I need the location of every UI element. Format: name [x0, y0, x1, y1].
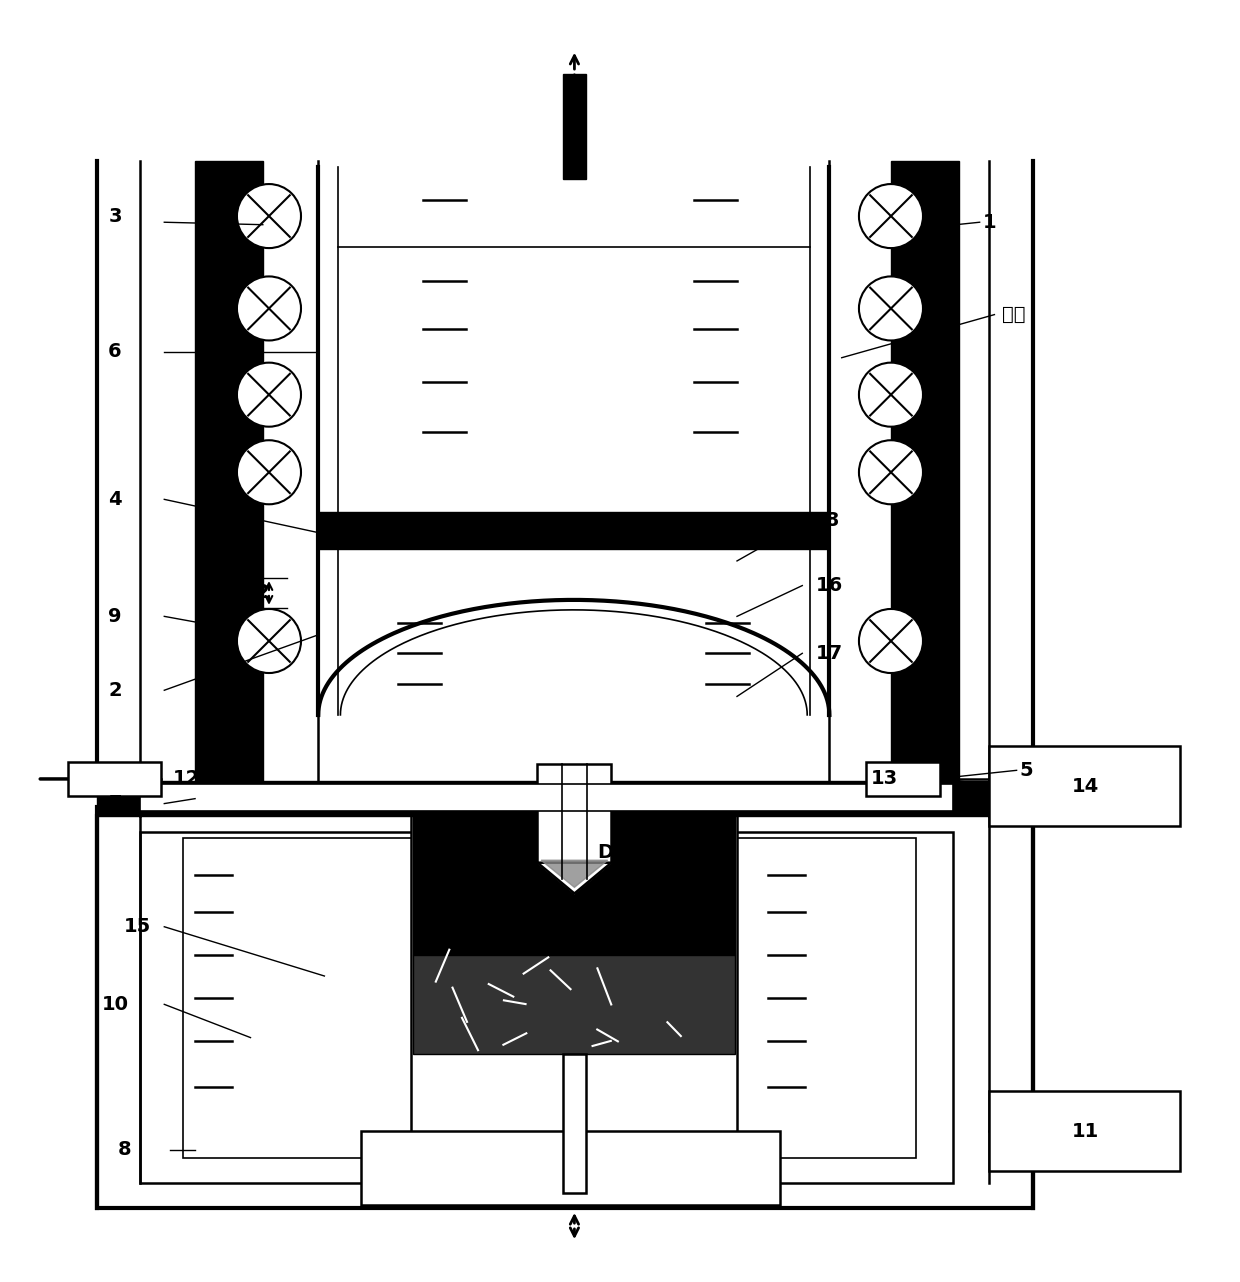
- Bar: [867, 762, 940, 796]
- Text: 7: 7: [108, 794, 122, 813]
- Bar: [319, 512, 830, 549]
- Bar: [361, 1131, 780, 1205]
- Text: 3: 3: [108, 206, 122, 226]
- Circle shape: [237, 363, 301, 427]
- Text: 12: 12: [172, 769, 200, 788]
- Text: 13: 13: [872, 769, 898, 788]
- Bar: [990, 1091, 1180, 1170]
- Text: 9: 9: [108, 606, 122, 626]
- Text: 1: 1: [982, 213, 996, 232]
- Bar: [563, 1054, 585, 1192]
- Text: 11: 11: [1071, 1122, 1099, 1141]
- Text: 2: 2: [108, 681, 122, 700]
- Text: 蚶体: 蚶体: [1002, 305, 1025, 324]
- Circle shape: [237, 185, 301, 249]
- Bar: [319, 167, 830, 715]
- Circle shape: [453, 806, 517, 870]
- Text: 8: 8: [118, 1140, 131, 1159]
- Bar: [413, 814, 734, 955]
- Circle shape: [237, 609, 301, 673]
- Bar: [97, 782, 1033, 815]
- Circle shape: [859, 609, 923, 673]
- Circle shape: [237, 440, 301, 504]
- Text: 18: 18: [813, 510, 841, 529]
- Text: 16: 16: [816, 576, 843, 595]
- Text: 14: 14: [1071, 777, 1099, 796]
- Bar: [892, 160, 959, 782]
- Polygon shape: [541, 860, 608, 887]
- Text: 10: 10: [102, 995, 129, 1014]
- Bar: [140, 832, 952, 1183]
- Circle shape: [859, 185, 923, 249]
- Bar: [140, 783, 952, 812]
- Circle shape: [237, 277, 301, 341]
- Bar: [990, 746, 1180, 826]
- Circle shape: [637, 806, 702, 870]
- Text: D2: D2: [241, 583, 270, 603]
- Text: 15: 15: [124, 917, 151, 936]
- Text: 6: 6: [108, 342, 122, 362]
- Text: 5: 5: [1019, 760, 1033, 779]
- Bar: [410, 814, 737, 1140]
- Bar: [413, 955, 734, 1054]
- Polygon shape: [319, 600, 830, 715]
- Polygon shape: [537, 863, 611, 894]
- Circle shape: [859, 440, 923, 504]
- Bar: [68, 762, 161, 796]
- Bar: [182, 838, 915, 1159]
- Circle shape: [859, 363, 923, 427]
- Text: 17: 17: [816, 644, 843, 663]
- Text: D1: D1: [598, 844, 627, 863]
- Bar: [195, 160, 263, 782]
- Bar: [563, 74, 585, 179]
- Bar: [537, 764, 611, 863]
- Circle shape: [859, 277, 923, 341]
- Bar: [97, 808, 1033, 1208]
- Text: 4: 4: [108, 490, 122, 509]
